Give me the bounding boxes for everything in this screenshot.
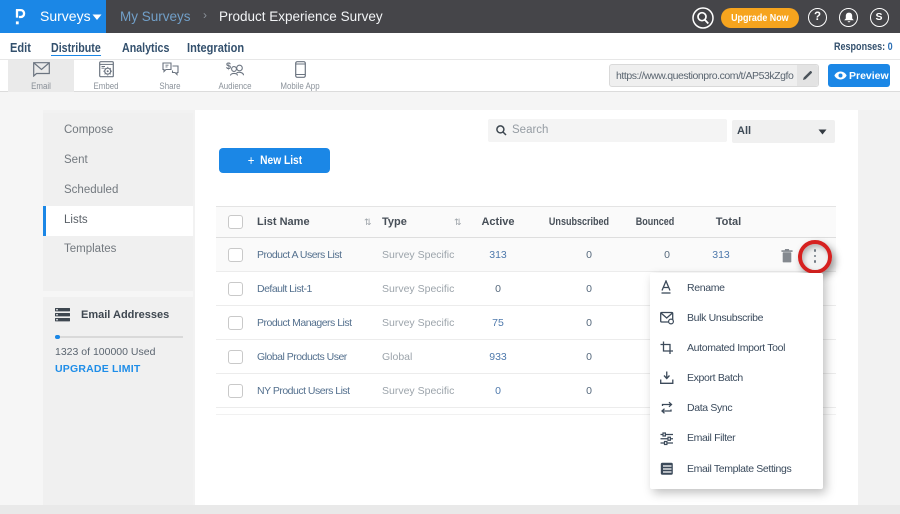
svg-text:$: $ [226, 61, 231, 71]
